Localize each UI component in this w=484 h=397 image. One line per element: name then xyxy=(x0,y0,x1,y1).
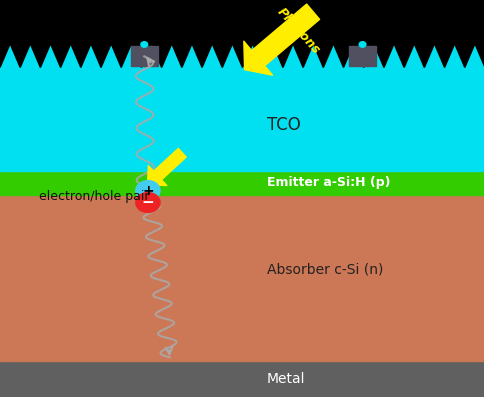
Text: −: − xyxy=(141,195,154,210)
Text: TCO: TCO xyxy=(266,116,300,134)
Bar xyxy=(0,195,484,361)
Polygon shape xyxy=(0,0,484,67)
Bar xyxy=(131,46,157,66)
Bar xyxy=(0,361,484,397)
Bar xyxy=(0,67,484,171)
Bar xyxy=(348,46,375,66)
Circle shape xyxy=(140,42,147,47)
Text: electron/hole pair: electron/hole pair xyxy=(39,190,149,203)
Text: Metal: Metal xyxy=(266,372,304,386)
Polygon shape xyxy=(0,44,484,171)
Text: Absorber c-Si (n): Absorber c-Si (n) xyxy=(266,263,382,277)
Text: +: + xyxy=(142,183,153,198)
Text: Photons: Photons xyxy=(273,5,322,56)
Circle shape xyxy=(136,193,160,212)
Bar xyxy=(0,171,484,195)
Text: Emitter a-Si:H (p): Emitter a-Si:H (p) xyxy=(266,176,390,189)
Circle shape xyxy=(358,42,365,47)
Circle shape xyxy=(136,181,160,200)
